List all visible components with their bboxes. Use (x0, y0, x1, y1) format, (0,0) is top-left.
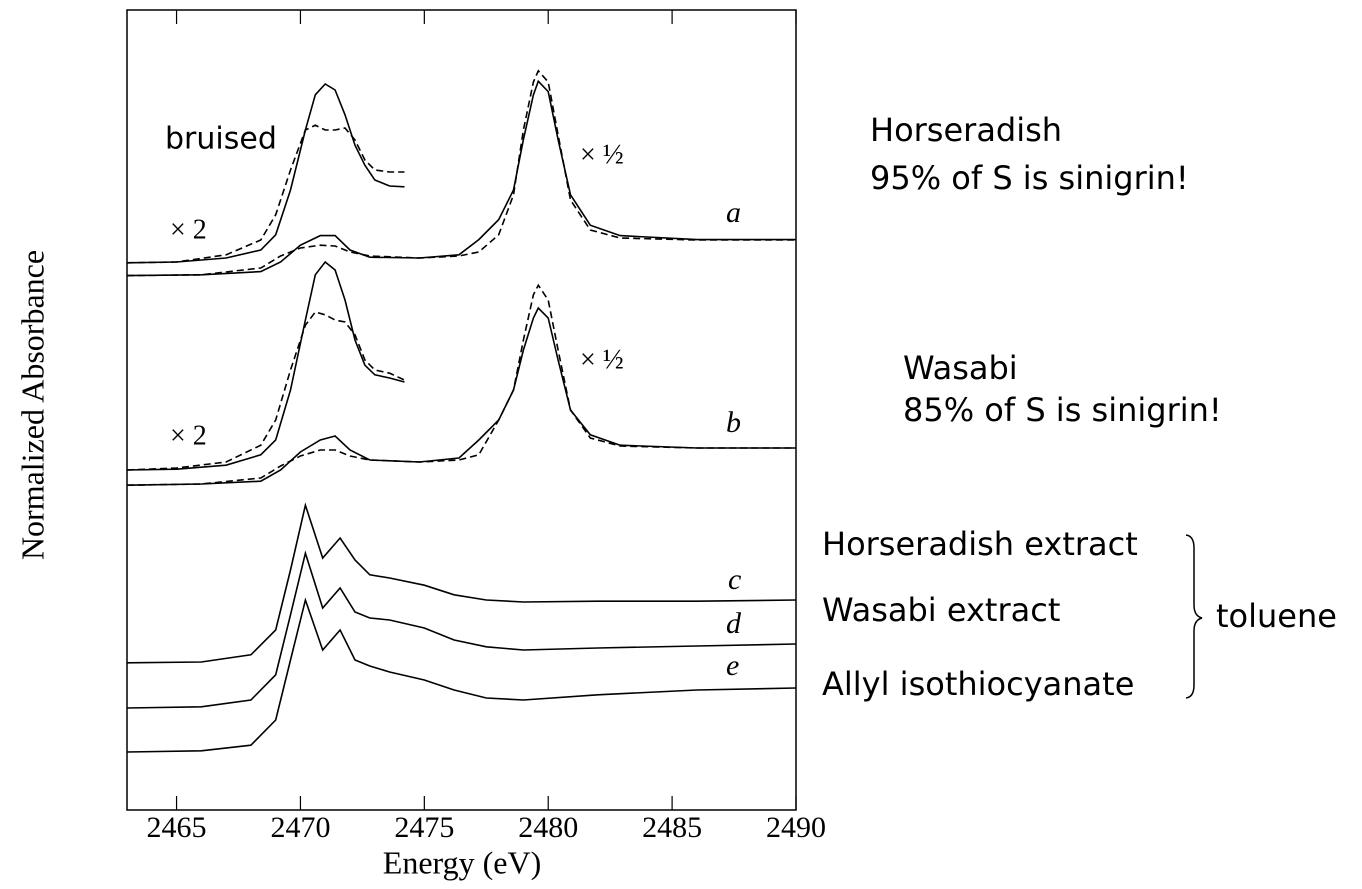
spectrum-line (126, 550, 797, 709)
annotation: c (728, 563, 741, 596)
annotation: Horseradish extract (822, 525, 1138, 563)
annotation: a (726, 196, 741, 229)
annotation: Wasabi (903, 349, 1018, 387)
brace (1185, 534, 1203, 699)
x-tick-label: 2485 (642, 811, 702, 844)
spectrum-line (126, 311, 405, 471)
x-tick-label: 2475 (394, 811, 454, 844)
annotation: 95% of S is sinigrin! (870, 159, 1189, 197)
annotation: × 2 (170, 214, 207, 245)
annotation: × 2 (170, 420, 207, 451)
annotation: × ½ (580, 139, 624, 170)
spectrum-line (126, 69, 796, 277)
annotation: 85% of S is sinigrin! (903, 391, 1222, 429)
spectrum-line (126, 597, 797, 753)
plot-frame (126, 9, 797, 811)
x-tick-label: 2490 (766, 811, 826, 844)
annotation: Allyl isothiocyanate (822, 665, 1134, 703)
spectrum-line (126, 79, 796, 277)
annotation: bruised (165, 122, 277, 157)
x-tick-label: 2480 (518, 811, 578, 844)
x-axis-label: Energy (eV) (383, 844, 541, 880)
annotation: Horseradish (870, 111, 1062, 149)
spectrum-line (126, 502, 797, 664)
annotation: d (726, 607, 742, 640)
annotation: × ½ (580, 344, 624, 375)
spectrum-line (126, 82, 405, 264)
annotation: toluene (1216, 597, 1337, 635)
y-axis-label: Normalized Absorbance (14, 250, 50, 560)
annotation: e (726, 649, 739, 682)
annotation: b (726, 406, 741, 439)
x-tick-label: 2465 (147, 811, 207, 844)
annotation: Wasabi extract (822, 591, 1060, 629)
x-tick-label: 2470 (270, 811, 330, 844)
spectrum-line (126, 124, 405, 264)
spectrum-line (126, 260, 405, 471)
